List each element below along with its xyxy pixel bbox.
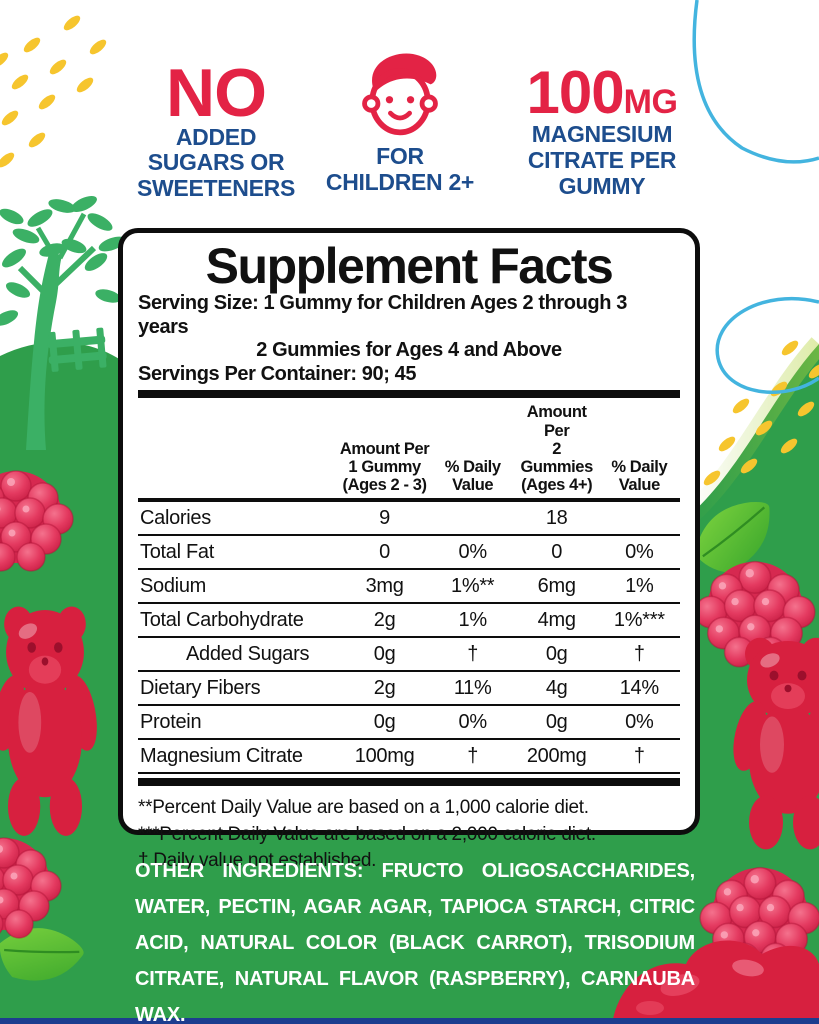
- magnesium-amount: 100MG: [526, 59, 678, 126]
- table-row-total-fat: Total Fat 0 0% 0 0%: [138, 536, 680, 571]
- blue-curve-top-right: [692, 0, 819, 164]
- no-added-sugars-label: ADDED SUGARS OR SWEETENERS: [136, 123, 296, 202]
- badge-no-added-sugars: NO ADDED SUGARS OR SWEETENERS: [126, 55, 306, 202]
- blue-loop-right: [715, 296, 819, 394]
- supplement-facts-panel: Supplement Facts Serving Size: 1 Gummy f…: [118, 228, 700, 871]
- tree-illustration: [0, 195, 126, 450]
- bottom-strip: [0, 1018, 819, 1024]
- table-row-sodium: Sodium 3mg 1%** 6mg 1%: [138, 570, 680, 605]
- table-row-total-carbohydrate: Total Carbohydrate 2g 1% 4mg 1%***: [138, 604, 680, 639]
- divider-thick: [138, 778, 680, 787]
- table-row-calories: Calories 9 18: [138, 502, 680, 537]
- panel-title: Supplement Facts: [205, 238, 614, 294]
- header-daily-value-1: % Daily Value: [444, 457, 501, 494]
- other-ingredients-label: OTHER INGREDIENTS:: [135, 860, 364, 882]
- header-amount-1-gummy: Amount Per 1 Gummy (Ages 2 - 3): [339, 439, 430, 494]
- fence-illustration: [47, 327, 107, 372]
- gummy-pile-illustration: [612, 940, 819, 1024]
- servings-per-container: Servings Per Container: 90; 45: [138, 362, 417, 385]
- footnotes: **Percent Daily Value are based on a 1,0…: [138, 797, 596, 872]
- table-row-added-sugars: Added Sugars 0g † 0g †: [138, 638, 680, 673]
- top-badges: NO ADDED SUGARS OR SWEETENERS FOR CHILDR…: [0, 0, 819, 215]
- for-children-label: FOR CHILDREN 2+: [325, 143, 475, 195]
- serving-size-line1: Serving Size: 1 Gummy for Children Ages …: [138, 292, 627, 338]
- no-headline: NO: [166, 55, 267, 131]
- header-daily-value-2: % Daily Value: [611, 457, 668, 494]
- other-ingredients-text: FRUCTO OLIGOSACCHARIDES, WATER, PECTIN, …: [135, 860, 695, 1024]
- table-row-magnesium-citrate: Magnesium Citrate 100mg † 200mg †: [138, 740, 680, 775]
- table-header-row: Amount Per 1 Gummy (Ages 2 - 3) % Daily …: [138, 398, 680, 498]
- child-face-icon: [362, 53, 438, 136]
- table-row-protein: Protein 0g 0% 0g 0%: [138, 706, 680, 741]
- serving-size-line2: 2 Gummies for Ages 4 and Above: [256, 339, 562, 362]
- table-row-dietary-fibers: Dietary Fibers 2g 11% 4g 14%: [138, 672, 680, 707]
- badge-for-children: FOR CHILDREN 2+: [312, 48, 488, 196]
- yellow-dots-top-left: [0, 15, 107, 168]
- divider-medium: [138, 498, 680, 503]
- magnesium-label: MAGNESIUM CITRATE PER GUMMY: [527, 121, 677, 199]
- badge-magnesium: 100MG MAGNESIUM CITRATE PER GUMMY: [514, 59, 690, 199]
- yellow-dots-right: [703, 340, 819, 486]
- other-ingredients: OTHER INGREDIENTS: FRUCTO OLIGOSACCHARID…: [135, 853, 695, 1024]
- divider-thick: [138, 390, 680, 399]
- header-amount-2-gummies: Amount Per 2 Gummies (Ages 4+): [520, 403, 593, 494]
